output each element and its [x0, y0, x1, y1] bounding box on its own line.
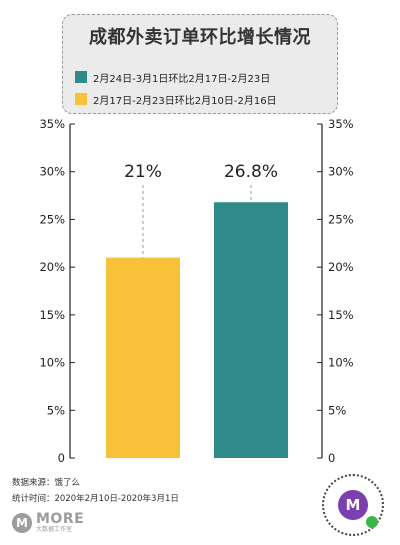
right-tick-label: 20% [328, 260, 354, 274]
left-tick-label: 5% [47, 403, 65, 417]
right-tick-label: 10% [328, 356, 354, 370]
legend-label-yellow: 2月17日-2月23日环比2月10日-2月16日 [93, 95, 277, 107]
bar-1 [106, 257, 180, 458]
right-tick-label: 25% [328, 212, 354, 226]
legend-item-teal: 2月24日-3月1日环比2月17日-2月23日 [75, 69, 270, 85]
data-label-1: 21% [124, 162, 162, 182]
left-tick-label: 15% [39, 308, 65, 322]
right-tick-label: 35% [328, 117, 354, 131]
logo-text: MORE [36, 511, 85, 527]
right-tick-label: 0 [328, 451, 335, 465]
legend-swatch-teal [75, 71, 87, 83]
data-source: 数据来源：饿了么 [12, 478, 81, 488]
data-period: 统计时间：2020年2月10日-2020年3月1日 [12, 494, 179, 504]
left-tick-label: 25% [39, 212, 65, 226]
right-tick-label: 30% [328, 165, 354, 179]
title-box: 成都外卖订单环比增长情况 2月24日-3月1日环比2月17日-2月23日 2月1… [62, 14, 338, 114]
legend-label-teal: 2月24日-3月1日环比2月17日-2月23日 [93, 73, 271, 85]
axes-group: 0 0 5% 5% 10% 10% 15% 15% 20% 20% 25% 25% 30% 30% 35% 3… [39, 117, 353, 465]
logo-subtext: 大数据工作室 [36, 526, 73, 533]
qr-badge-icon [366, 516, 378, 528]
left-tick-label: 0 [58, 451, 65, 465]
qr-logo-icon: M [338, 490, 368, 520]
left-tick-label: 35% [39, 117, 65, 131]
more-logo: M MORE 大数据工作室 [12, 512, 84, 533]
left-tick-label: 20% [39, 260, 65, 274]
data-label-2: 26.8% [224, 162, 278, 182]
chart-title: 成都外卖订单环比增长情况 [89, 27, 311, 48]
logo-mark-icon: M [12, 512, 32, 533]
legend-swatch-yellow [75, 93, 87, 105]
data-labels-group: 21% 26.8% [124, 162, 278, 258]
mini-program-qr-code[interactable]: M [322, 474, 384, 536]
right-tick-label: 5% [328, 403, 346, 417]
right-tick-label: 15% [328, 308, 354, 322]
legend-item-yellow: 2月17日-2月23日环比2月10日-2月16日 [75, 91, 277, 107]
bar-chart: 0 0 5% 5% 10% 10% 15% 15% 20% 20% 25% 25% 30% 30% 35% 3… [39, 117, 353, 465]
bar-2 [214, 202, 288, 458]
bars-group [106, 202, 288, 458]
left-tick-label: 10% [39, 356, 65, 370]
logo-text-block: MORE 大数据工作室 [36, 512, 84, 533]
left-tick-label: 30% [39, 165, 65, 179]
